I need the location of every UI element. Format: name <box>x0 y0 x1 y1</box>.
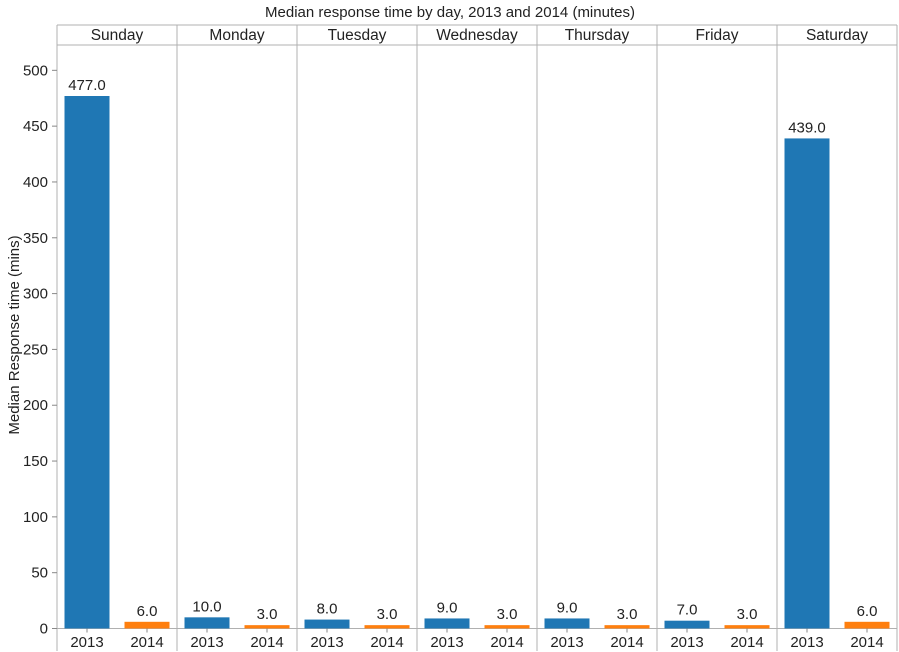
data-label: 9.0 <box>437 599 458 616</box>
day-header-label: Sunday <box>91 27 144 44</box>
day-header-label: Monday <box>209 27 264 44</box>
x-tick-label: 2014 <box>490 634 523 651</box>
y-tick-label: 200 <box>23 397 48 414</box>
day-header-label: Wednesday <box>436 27 518 44</box>
data-label: 3.0 <box>257 606 278 623</box>
bar-2013 <box>304 619 350 629</box>
bar-2014 <box>364 625 410 629</box>
bar-2014 <box>484 625 530 629</box>
y-tick-label: 0 <box>40 621 48 638</box>
bar-2013 <box>784 138 830 629</box>
bar-2014 <box>844 621 890 629</box>
x-tick-label: 2013 <box>790 634 823 651</box>
day-panels: Sunday 477.0 2013 6.0 2014 Monday 10.0 2013 3.0 2… <box>64 25 890 651</box>
x-tick-label: 2013 <box>190 634 223 651</box>
day-panel: Wednesday 9.0 2013 3.0 2014 <box>416 25 530 651</box>
x-tick-label: 2014 <box>130 634 163 651</box>
day-panel: Tuesday 8.0 2013 3.0 2014 <box>296 25 410 651</box>
data-label: 3.0 <box>617 606 638 623</box>
bar-2013 <box>64 96 110 629</box>
chart-title: Median response time by day, 2013 and 20… <box>265 4 635 21</box>
bar-2013 <box>664 620 710 629</box>
data-label: 3.0 <box>737 606 758 623</box>
day-header-label: Friday <box>695 27 738 44</box>
bar-2013 <box>424 618 470 629</box>
y-axis: 0 50 100 150 200 250 300 350 400 450 500 <box>23 62 57 638</box>
data-label: 10.0 <box>192 598 221 615</box>
data-label: 3.0 <box>497 606 518 623</box>
y-tick-label: 500 <box>23 62 48 79</box>
data-label: 439.0 <box>788 119 826 136</box>
bar-2014 <box>724 625 770 629</box>
y-tick-label: 150 <box>23 453 48 470</box>
x-tick-label: 2014 <box>730 634 763 651</box>
bar-2014 <box>124 621 170 629</box>
data-label: 6.0 <box>137 603 158 620</box>
x-tick-label: 2013 <box>550 634 583 651</box>
x-tick-label: 2013 <box>310 634 343 651</box>
panel-frame <box>56 24 898 651</box>
bar-2014 <box>604 625 650 629</box>
x-tick-label: 2014 <box>250 634 283 651</box>
y-tick-label: 50 <box>31 565 48 582</box>
day-panel: Monday 10.0 2013 3.0 2014 <box>176 25 290 651</box>
y-tick-label: 300 <box>23 286 48 303</box>
day-header-label: Thursday <box>565 27 630 44</box>
bar-2013 <box>544 618 590 629</box>
day-panel: Saturday 439.0 2013 6.0 2014 <box>776 25 890 651</box>
day-panel: Friday 7.0 2013 3.0 2014 <box>656 25 770 651</box>
day-panel: Sunday 477.0 2013 6.0 2014 <box>64 27 170 651</box>
data-label: 8.0 <box>317 601 338 618</box>
data-label: 9.0 <box>557 599 578 616</box>
data-label: 3.0 <box>377 606 398 623</box>
y-tick-label: 400 <box>23 174 48 191</box>
day-panel: Thursday 9.0 2013 3.0 2014 <box>536 25 650 651</box>
x-tick-label: 2014 <box>610 634 643 651</box>
data-label: 477.0 <box>68 77 106 94</box>
data-label: 7.0 <box>677 602 698 619</box>
x-tick-label: 2014 <box>370 634 403 651</box>
day-header-label: Tuesday <box>328 27 387 44</box>
y-tick-label: 250 <box>23 341 48 358</box>
day-header-label: Saturday <box>806 27 868 44</box>
x-tick-label: 2014 <box>850 634 883 651</box>
y-tick-label: 450 <box>23 118 48 135</box>
y-tick-label: 100 <box>23 509 48 526</box>
x-tick-label: 2013 <box>670 634 703 651</box>
bar-2013 <box>184 617 230 629</box>
y-axis-label: Median Response time (mins) <box>6 235 23 434</box>
x-tick-label: 2013 <box>430 634 463 651</box>
bar-2014 <box>244 625 290 629</box>
y-tick-label: 350 <box>23 230 48 247</box>
data-label: 6.0 <box>857 603 878 620</box>
x-tick-label: 2013 <box>70 634 103 651</box>
